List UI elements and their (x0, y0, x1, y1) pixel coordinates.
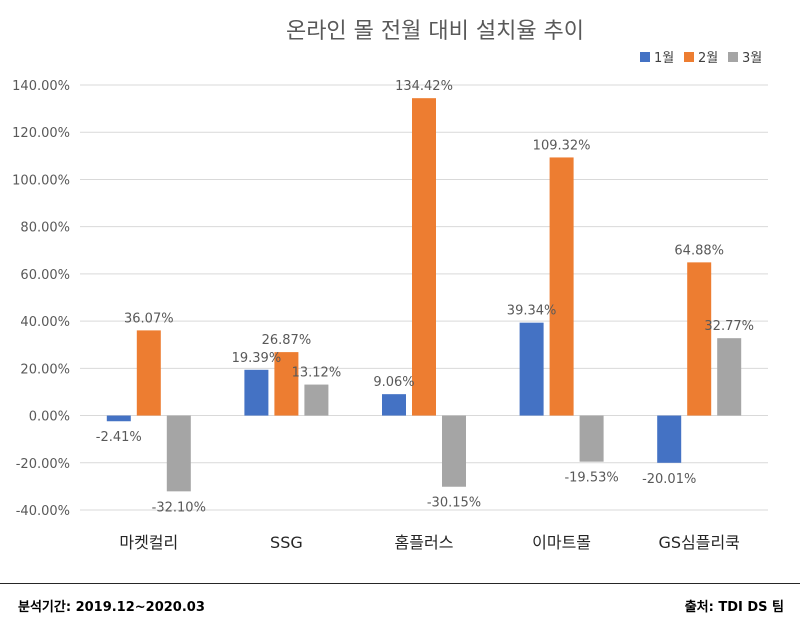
bar-2-4 (549, 157, 574, 416)
legend-label: 2월 (698, 51, 718, 66)
source-credit: 출처: TDI DS 팀 (684, 600, 784, 615)
data-label: 26.87% (262, 333, 312, 348)
y-tick-label: -20.00% (16, 457, 70, 472)
bar-2-2 (274, 352, 299, 416)
bar-1-1 (106, 415, 131, 422)
bar-3-2 (304, 384, 329, 416)
bar-1-3 (382, 394, 406, 416)
y-tick-label: 100.00% (12, 173, 70, 188)
bar-3-3 (442, 415, 466, 487)
data-labels: -2.41% 36.07% -32.10% 19.39% 26.87% 13.12% 9.0… (96, 79, 754, 515)
bar-1-2 (244, 369, 269, 416)
legend-label: 1월 (654, 51, 674, 66)
legend: 1월 2월 3월 (640, 51, 762, 66)
legend-swatch (728, 52, 738, 62)
data-label: 39.34% (507, 304, 557, 319)
bars (106, 98, 742, 492)
legend-label: 3월 (742, 51, 762, 66)
data-label: 36.07% (124, 311, 174, 326)
y-axis: -40.00% -20.00% 0.00% 20.00% 40.00% 60.00% 80.… (12, 79, 70, 519)
data-label: -30.15% (427, 496, 481, 511)
bar-3-5 (717, 338, 742, 416)
data-label: 134.42% (395, 79, 453, 94)
bar-3-1 (166, 415, 191, 492)
data-label: 32.77% (704, 319, 754, 334)
y-tick-label: 40.00% (20, 315, 70, 330)
y-tick-label: 120.00% (12, 126, 70, 141)
y-tick-label: 20.00% (20, 362, 70, 377)
category-label: 홈플러스 (395, 533, 454, 552)
category-label: 이마트몰 (532, 533, 591, 552)
chart-title: 온라인 몰 전월 대비 설치율 추이 (286, 19, 584, 44)
legend-swatch (684, 52, 694, 62)
data-label: 19.39% (232, 351, 282, 366)
category-label: GS심플리쿡 (658, 533, 739, 552)
data-label: 13.12% (292, 366, 342, 381)
chart: 온라인 몰 전월 대비 설치율 추이 -40.00% -20.00% 0.00% 20… (12, 19, 768, 552)
y-tick-label: 60.00% (20, 268, 70, 283)
y-tick-label: 140.00% (12, 79, 70, 94)
data-label: -2.41% (96, 430, 142, 445)
data-label: -32.10% (152, 500, 206, 515)
y-tick-label: -40.00% (16, 504, 70, 519)
data-label: 109.32% (533, 138, 591, 153)
bar-2-1 (136, 330, 161, 416)
legend-swatch (640, 52, 650, 62)
analysis-period: 분석기간: 2019.12~2020.03 (18, 600, 205, 615)
category-label: 마켓컬리 (119, 533, 178, 552)
data-label: -19.53% (564, 471, 618, 486)
category-label: SSG (270, 533, 303, 552)
bar-1-4 (519, 322, 544, 416)
y-tick-label: 80.00% (20, 221, 70, 236)
data-label: 9.06% (373, 375, 414, 390)
y-tick-label: 0.00% (29, 410, 70, 425)
bar-3-4 (579, 415, 604, 462)
x-axis: 마켓컬리 SSG 홈플러스 이마트몰 GS심플리쿡 (119, 533, 740, 552)
bar-2-5 (687, 262, 712, 416)
bar-2-3 (412, 98, 436, 416)
data-label: 64.88% (674, 243, 724, 258)
bar-1-5 (657, 415, 682, 463)
data-label: -20.01% (642, 472, 696, 487)
footer: 분석기간: 2019.12~2020.03 출처: TDI DS 팀 (0, 583, 800, 632)
